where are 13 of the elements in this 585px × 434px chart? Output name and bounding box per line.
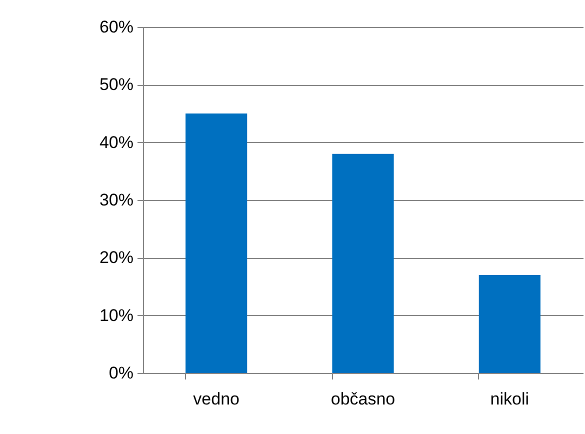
bar xyxy=(332,154,394,373)
y-tick-label: 50% xyxy=(99,75,134,94)
y-tick-label: 0% xyxy=(108,364,134,382)
x-tick-label: vedno xyxy=(193,390,240,408)
y-tick-label: 60% xyxy=(99,18,134,36)
y-tick-label: 10% xyxy=(99,306,134,325)
bar xyxy=(478,274,540,373)
bar xyxy=(186,114,248,373)
x-tick-label: občasno xyxy=(330,390,396,408)
y-tick-label: 20% xyxy=(99,248,134,268)
x-tick-label: nikoli xyxy=(490,390,530,408)
y-tick-label: 30% xyxy=(99,190,134,210)
y-tick-label: 40% xyxy=(99,132,134,152)
